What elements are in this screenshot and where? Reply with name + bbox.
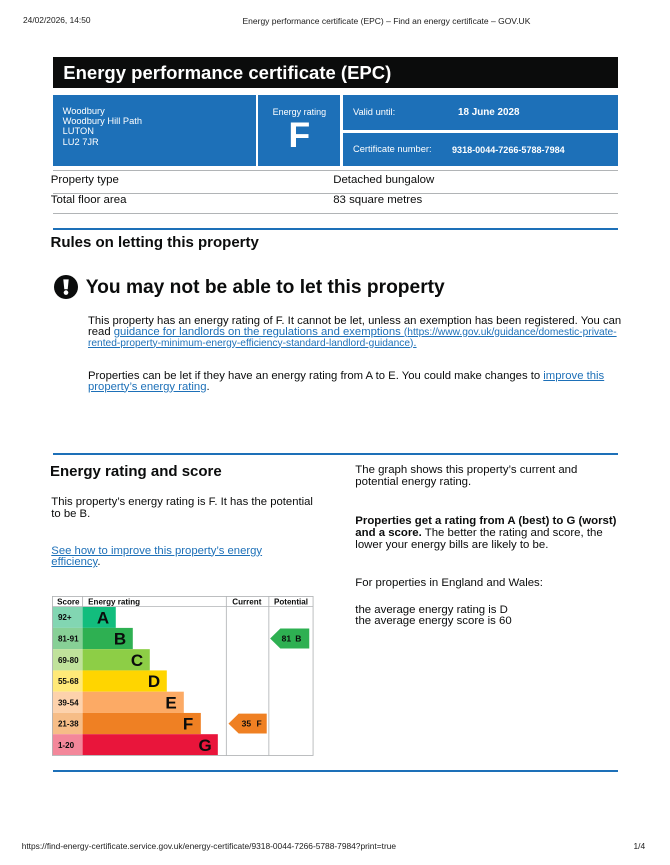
svg-text:B: B [114, 630, 126, 649]
svg-text:B: B [295, 634, 301, 644]
svg-text:92+: 92+ [58, 613, 72, 622]
svg-text:55-68: 55-68 [58, 677, 79, 686]
svg-text:G: G [198, 736, 211, 755]
svg-text:Potential: Potential [274, 597, 308, 606]
svg-text:81-91: 81-91 [58, 635, 79, 644]
svg-text:69-80: 69-80 [58, 656, 79, 665]
svg-text:21-38: 21-38 [58, 720, 79, 729]
svg-text:F: F [183, 715, 193, 734]
svg-text:A: A [97, 608, 109, 627]
svg-text:E: E [165, 693, 176, 712]
svg-text:35: 35 [242, 718, 252, 728]
svg-text:C: C [131, 651, 143, 670]
svg-text:F: F [257, 718, 262, 728]
svg-text:Score: Score [57, 597, 80, 606]
svg-text:39-54: 39-54 [58, 698, 79, 707]
svg-text:81: 81 [282, 634, 292, 644]
svg-text:Energy rating: Energy rating [88, 597, 140, 606]
svg-text:Current: Current [232, 597, 261, 606]
svg-text:1-20: 1-20 [58, 741, 75, 750]
svg-text:D: D [148, 672, 160, 691]
